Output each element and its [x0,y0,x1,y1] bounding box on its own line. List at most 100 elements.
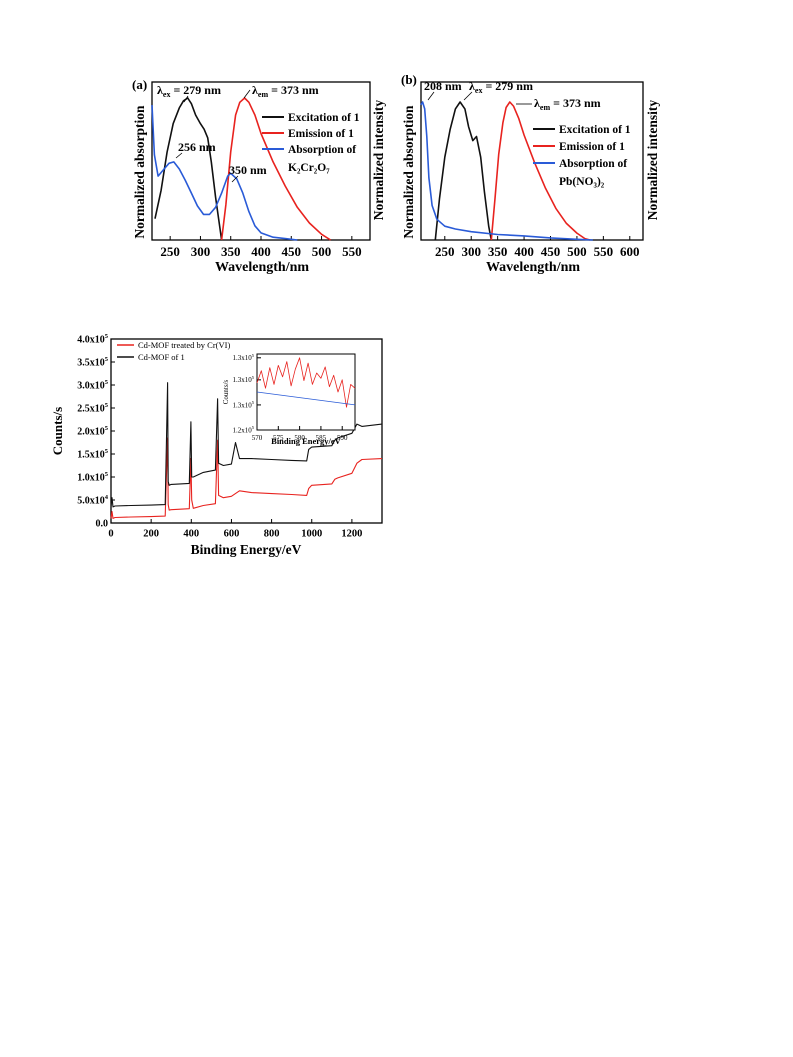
panel-a-plot-frame [151,81,371,241]
panel-b-pointer-208 [427,91,435,101]
panel-a-xtick-label: 500 [312,244,332,259]
panel-b-xtick-label: 300 [461,244,481,259]
xps-series-0-line [110,437,383,519]
panel-a-label: (a) [132,77,147,92]
panel-a-annotation-256: 256 nm [178,140,216,154]
panel-b-legend-excitation: Excitation of 1 [559,124,631,136]
xps-ytick-label: 1.5x105 [77,448,109,461]
panel-b-left-ylabel: Normalized absorption [401,105,416,239]
xps-inset-xtick-label: 590 [337,434,348,442]
panel-b-legend-absorption: Absorption of [559,158,627,170]
panel-a-xtick-label: 400 [251,244,271,259]
xps-inset-series [256,357,356,408]
panel-b-legend-emission: Emission of 1 [559,141,625,153]
panel-b-xtick-label: 600 [620,244,640,259]
panel-a-series-1-line [220,97,332,241]
xps-legend-mof: Cd-MOF of 1 [138,352,185,362]
panel-a-pointer-256 [175,152,183,159]
xps-ticks: 0 200 400 600 800 1000 1200 0.0 5.0x104 1.0x105 1.… [77,333,362,540]
panel-a-annotation-ex: λex = 279 nm [157,83,221,99]
xps-ytick-label: 4.0x105 [77,333,109,346]
panel-b-xtick-label: 400 [514,244,534,259]
panel-a-legend-emission: Emission of 1 [288,128,354,140]
panel-a-xtick-label: 300 [191,244,211,259]
xps-xlabel: Binding Energy/eV [191,542,302,557]
panel-b-pointer-ex [463,91,473,101]
xps-inset-ticks: 570 575 580 585 590 1.2x105 1.3x105 1.3x105 1.3x… [232,353,347,442]
panel-a-x-ticks: 250 300 350 400 450 500 550 [160,236,362,259]
panel-a-series-2-line [151,105,298,241]
xps-series-1-line [110,382,383,508]
panel-a-pointer-ex [183,95,189,103]
xps-legend-treated: Cd-MOF treated by Cr(VI) [138,340,230,350]
panel-a-left-ylabel: Normalized absorption [132,105,147,239]
panel-a-legend: Excitation of 1 Emission of 1 Absorption… [262,112,360,174]
xps-ytick-label: 1.0x105 [77,471,109,484]
panel-b-xtick-label: 500 [567,244,587,259]
panel-a-xtick-label: 450 [282,244,302,259]
xps-ytick-label: 3.5x105 [77,356,109,369]
panel-a-pointer-350 [231,175,239,183]
xps-inset-ytick-label: 1.3x105 [232,375,254,384]
xps-ytick-label: 0.0 [96,518,109,529]
xps-inset-chart: 570 575 580 585 590 1.2x105 1.3x105 1.3x105 1.3x… [222,353,356,446]
xps-inset-ytick-label: 1.3x105 [232,353,254,362]
xps-inset-xlabel: Binding Energy/eV [271,436,342,446]
panel-b-label: (b) [401,72,417,87]
panel-b-xtick-label: 250 [435,244,455,259]
xps-xtick-label: 200 [143,529,159,540]
xps-ytick-label: 5.0x104 [77,494,109,507]
panel-a-xtick-label: 550 [342,244,362,259]
panel-a-annotation-em: λem = 373 nm [252,83,319,99]
panel-b-series-0-line [434,101,493,241]
xps-series [110,382,383,519]
panel-b-series [420,101,593,241]
panel-a-series-0-line [154,97,223,241]
panel-b-chart: 250 300 350 400 450 500 550 600 (b) Normalized … [401,72,660,275]
panel-a-pointer-em [243,89,251,99]
xps-ytick-label: 2.5x105 [77,402,109,415]
panel-a-legend-excitation: Excitation of 1 [288,112,360,124]
panel-a-annotation-350: 350 nm [229,163,267,177]
panel-a-xlabel: Wavelength/nm [215,260,309,275]
panel-b-series-2-line [420,101,593,241]
panel-b-right-ylabel: Normalized intensity [645,100,660,221]
xps-inset-xtick-label: 585 [316,434,327,442]
xps-ylabel: Counts/s [50,407,65,455]
xps-inset-xtick-label: 580 [294,434,305,442]
xps-inset-ytick-label: 1.2x105 [232,425,254,434]
xps-legend: Cd-MOF treated by Cr(VI) Cd-MOF of 1 [117,340,230,362]
panel-b-series-1-line [490,101,591,241]
panel-a-xtick-label: 250 [160,244,180,259]
panel-a-legend-absorption-compound: K₂Cr₂O₇ [288,162,330,174]
panel-a-xtick-label: 350 [221,244,241,259]
xps-inset-frame [256,353,356,431]
panel-b-xtick-label: 450 [541,244,561,259]
panel-a-series [151,97,332,241]
xps-ytick-label: 3.0x105 [77,379,109,392]
panel-b-annotation-em: λem = 373 nm [534,96,601,112]
panel-a-chart: 250 300 350 400 450 500 550 (a) Normalized abs… [132,77,386,275]
panel-b-x-ticks: 250 300 350 400 450 500 550 600 [435,236,640,259]
panel-b-legend: Excitation of 1 Emission of 1 Absorption… [533,124,631,188]
panel-b-xtick-label: 350 [488,244,508,259]
panel-a-right-ylabel: Normalized intensity [371,100,386,221]
xps-xtick-label: 600 [224,529,240,540]
xps-xtick-label: 400 [183,529,199,540]
xps-inset-xtick-label: 570 [252,434,263,442]
xps-xtick-label: 1200 [341,529,362,540]
xps-xtick-label: 1000 [301,529,322,540]
xps-chart: 0 200 400 600 800 1000 1200 0.0 5.0x104 1.0x105 1.… [50,333,383,557]
xps-ytick-label: 2.0x105 [77,425,109,438]
xps-xtick-label: 0 [108,529,113,540]
xps-inset-series-1-line [256,391,356,406]
xps-inset-series-0-line [256,357,356,408]
panel-b-annotation-208: 208 nm [424,79,462,93]
panel-a-legend-absorption: Absorption of [288,144,356,156]
xps-xtick-label: 800 [264,529,280,540]
xps-inset-ylabel: Counts/s [222,379,230,404]
xps-inset-ytick-label: 1.3x105 [232,400,254,409]
panel-b-xtick-label: 550 [594,244,614,259]
xps-inset-xtick-label: 575 [273,434,284,442]
